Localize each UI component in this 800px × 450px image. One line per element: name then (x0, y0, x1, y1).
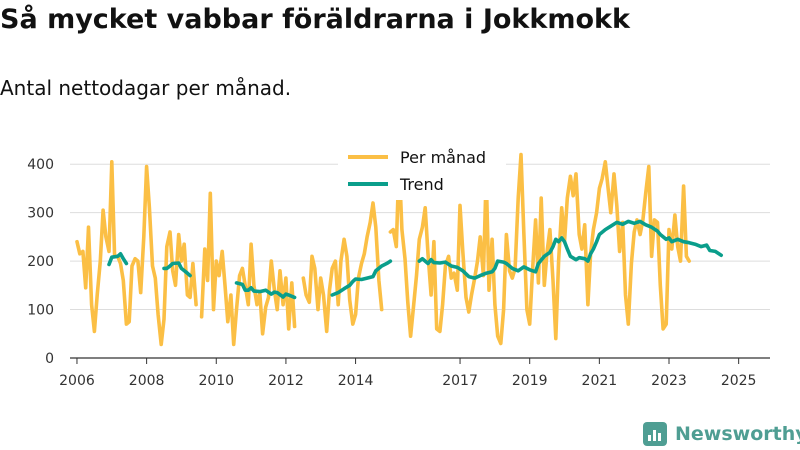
x-tick-label: 2025 (721, 373, 757, 389)
x-tick-label: 2012 (268, 373, 304, 389)
y-tick-label: 400 (27, 157, 54, 173)
y-tick-label: 300 (27, 206, 54, 222)
x-tick-label: 2017 (442, 373, 478, 389)
chart-subtitle: Antal nettodagar per månad. (0, 76, 292, 100)
x-tick-label: 2006 (59, 373, 95, 389)
y-tick-label: 200 (27, 254, 54, 270)
monthly-line-segment-1 (199, 191, 297, 347)
chart-series (75, 152, 723, 347)
trend-line-segment-4 (417, 219, 723, 280)
trend-line-segment-1 (162, 261, 192, 278)
trend-line-segment-2 (234, 281, 297, 300)
x-tick-label: 2008 (129, 373, 165, 389)
legend: Per månad Trend (338, 144, 506, 200)
legend-label-monthly: Per månad (400, 148, 486, 167)
x-tick-label: 2010 (198, 373, 234, 389)
x-tick-label: 2019 (512, 373, 548, 389)
trend-line-segment-0 (107, 252, 129, 267)
legend-label-trend: Trend (399, 175, 444, 194)
legend-background (338, 144, 506, 200)
newsworthy-brand: Newsworthy (643, 418, 800, 450)
y-tick-label: 0 (45, 351, 54, 367)
monthly-line-segment-2 (301, 201, 384, 334)
y-tick-label: 100 (27, 303, 54, 319)
x-axis: 2006 2008 2010 2012 2014 2017 2019 2021 2023 2025 (59, 357, 770, 389)
x-tick-label: 2021 (582, 373, 618, 389)
trend-line-segment-3 (330, 259, 393, 297)
chart-title: Så mycket vabbar föräldrarna i Jokkmokk (0, 4, 630, 35)
monthly-line-segment-3 (388, 152, 691, 346)
x-tick-label: 2014 (338, 373, 374, 389)
x-tick-label: 2023 (651, 373, 687, 389)
newsworthy-logo-icon (643, 422, 667, 446)
monthly-line-segment-0 (75, 160, 198, 347)
brand-name: Newsworthy (675, 423, 800, 445)
